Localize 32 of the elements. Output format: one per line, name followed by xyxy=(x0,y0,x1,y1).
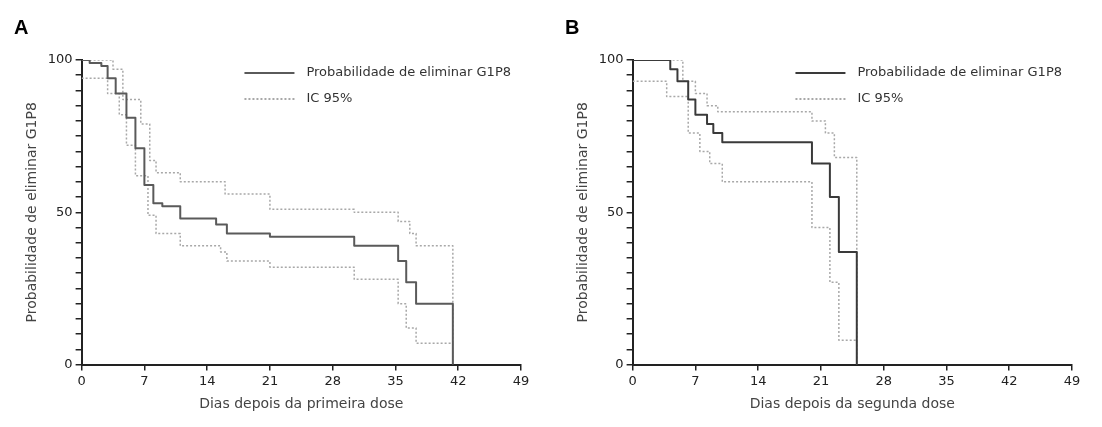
chart-title: A xyxy=(14,16,29,39)
x-tick-label: 42 xyxy=(1000,372,1018,388)
y-tick-label: 100 xyxy=(47,51,73,67)
legend-label: Probabilidade de eliminar G1P8 xyxy=(306,64,511,80)
y-tick-label: 50 xyxy=(607,203,624,219)
x-tick-label: 14 xyxy=(749,372,767,388)
x-tick-label: 0 xyxy=(77,372,86,388)
x-tick-label: 7 xyxy=(140,372,149,388)
legend-label: IC 95% xyxy=(306,90,353,106)
x-tick-label: 21 xyxy=(261,372,279,388)
x-tick-label: 49 xyxy=(1063,372,1081,388)
legend-label: IC 95% xyxy=(857,90,904,106)
x-axis-title: Dias depois da segunda dose xyxy=(749,395,955,412)
chart-title: B xyxy=(565,16,580,39)
x-tick-label: 7 xyxy=(691,372,700,388)
x-tick-label: 35 xyxy=(387,372,404,388)
x-tick-label: 14 xyxy=(198,372,216,388)
x-tick-label: 28 xyxy=(875,372,892,388)
legend-label: Probabilidade de eliminar G1P8 xyxy=(857,64,1062,80)
y-tick-label: 0 xyxy=(64,355,73,371)
x-tick-label: 0 xyxy=(628,372,637,388)
y-tick-label: 100 xyxy=(598,51,624,67)
x-tick-label: 21 xyxy=(812,372,830,388)
y-axis-title: Probabilidade de eliminar G1P8 xyxy=(574,102,591,323)
x-tick-label: 42 xyxy=(449,372,467,388)
x-axis-title: Dias depois da primeira dose xyxy=(199,395,404,412)
x-tick-label: 35 xyxy=(938,372,955,388)
y-axis-title: Probabilidade de eliminar G1P8 xyxy=(23,102,40,323)
x-tick-label: 49 xyxy=(512,372,530,388)
y-tick-label: 0 xyxy=(615,355,624,371)
y-tick-label: 50 xyxy=(56,203,73,219)
x-tick-label: 28 xyxy=(324,372,341,388)
